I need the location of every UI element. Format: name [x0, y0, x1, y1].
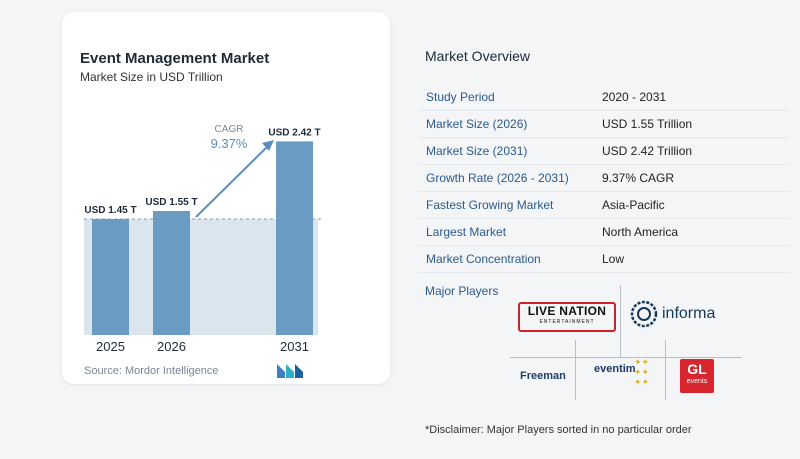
growth-arrow-head	[262, 140, 274, 151]
mordor-logo-icon	[277, 364, 303, 378]
informa-logo: informa	[662, 305, 716, 322]
eventim-stars-icon: ✦✦ ✦✦ ✦✦	[634, 358, 650, 387]
overview-title: Market Overview	[425, 48, 531, 64]
row-label: Market Size (2026)	[418, 110, 594, 138]
x-tick-2031: 2031	[280, 339, 309, 354]
row-value: Asia-Pacific	[594, 191, 790, 219]
row-value: Low	[594, 245, 790, 273]
overview-row: Market Size (2026) USD 1.55 Trillion	[418, 110, 790, 138]
data-label-2025: USD 1.45 T	[84, 205, 136, 216]
divider	[665, 340, 666, 400]
freeman-logo: Freeman	[520, 370, 566, 382]
row-value: North America	[594, 218, 790, 246]
bar-chart: USD 1.45 T 2025 USD 1.55 T 2026 USD 2.42 T 20…	[84, 124, 324, 354]
gl-name: GL	[687, 361, 707, 377]
live-nation-sub: ENTERTAINMENT	[539, 319, 595, 325]
row-value: 9.37% CAGR	[594, 164, 790, 192]
gl-sub: events	[686, 378, 708, 385]
live-nation-logo: LIVE NATION ENTERTAINMENT	[518, 302, 616, 332]
informa-ring-icon	[630, 300, 658, 328]
chart-card: USD 1.45 T 2025 USD 1.55 T 2026 USD 2.42 T 20…	[62, 12, 390, 384]
row-label: Fastest Growing Market	[418, 191, 594, 219]
x-tick-2026: 2026	[157, 339, 186, 354]
eventim-logo: eventim	[594, 363, 636, 375]
x-tick-2025: 2025	[96, 339, 125, 354]
chart-subtitle: Market Size in USD Trillion	[80, 70, 223, 84]
bar-2031	[276, 141, 313, 335]
overview-row: Market Concentration Low	[418, 245, 790, 273]
disclaimer: *Disclaimer: Major Players sorted in no …	[425, 424, 692, 436]
svg-text:✦✦: ✦✦	[634, 358, 650, 368]
row-label: Largest Market	[418, 218, 594, 246]
overview-row: Market Size (2031) USD 2.42 Trillion	[418, 137, 790, 165]
row-label: Market Concentration	[418, 245, 594, 273]
divider	[620, 285, 621, 357]
svg-text:✦✦: ✦✦	[634, 378, 650, 387]
row-value: USD 2.42 Trillion	[594, 137, 790, 165]
major-players-label: Major Players	[425, 284, 499, 298]
chart-title: Event Management Market	[80, 50, 270, 67]
cagr-label: CAGR	[215, 124, 244, 135]
data-label-2026: USD 1.55 T	[145, 197, 197, 208]
data-label-2031: USD 2.42 T	[268, 127, 320, 138]
bar-2025	[92, 219, 129, 335]
major-players-grid: LIVE NATION ENTERTAINMENT informa Freema…	[510, 285, 742, 400]
bar-2026	[153, 211, 190, 335]
live-nation-name: LIVE NATION	[527, 304, 607, 318]
row-label: Growth Rate (2026 - 2031)	[418, 164, 594, 192]
gl-events-logo: GL events	[680, 359, 714, 393]
overview-row: Growth Rate (2026 - 2031) 9.37% CAGR	[418, 164, 790, 192]
row-label: Study Period	[418, 84, 594, 111]
overview-row: Largest Market North America	[418, 218, 790, 246]
row-label: Market Size (2031)	[418, 137, 594, 165]
row-value: 2020 - 2031	[594, 84, 790, 111]
row-value: USD 1.55 Trillion	[594, 110, 790, 138]
cagr-value: 9.37%	[211, 136, 248, 151]
overview-row: Fastest Growing Market Asia-Pacific	[418, 191, 790, 219]
divider	[510, 357, 742, 358]
divider	[575, 340, 576, 400]
overview-table: Study Period 2020 - 2031 Market Size (20…	[418, 84, 790, 273]
overview-row: Study Period 2020 - 2031	[418, 84, 790, 111]
growth-arrow-line	[195, 143, 271, 218]
svg-text:✦✦: ✦✦	[634, 368, 650, 378]
source-note: Source: Mordor Intelligence	[84, 365, 219, 377]
